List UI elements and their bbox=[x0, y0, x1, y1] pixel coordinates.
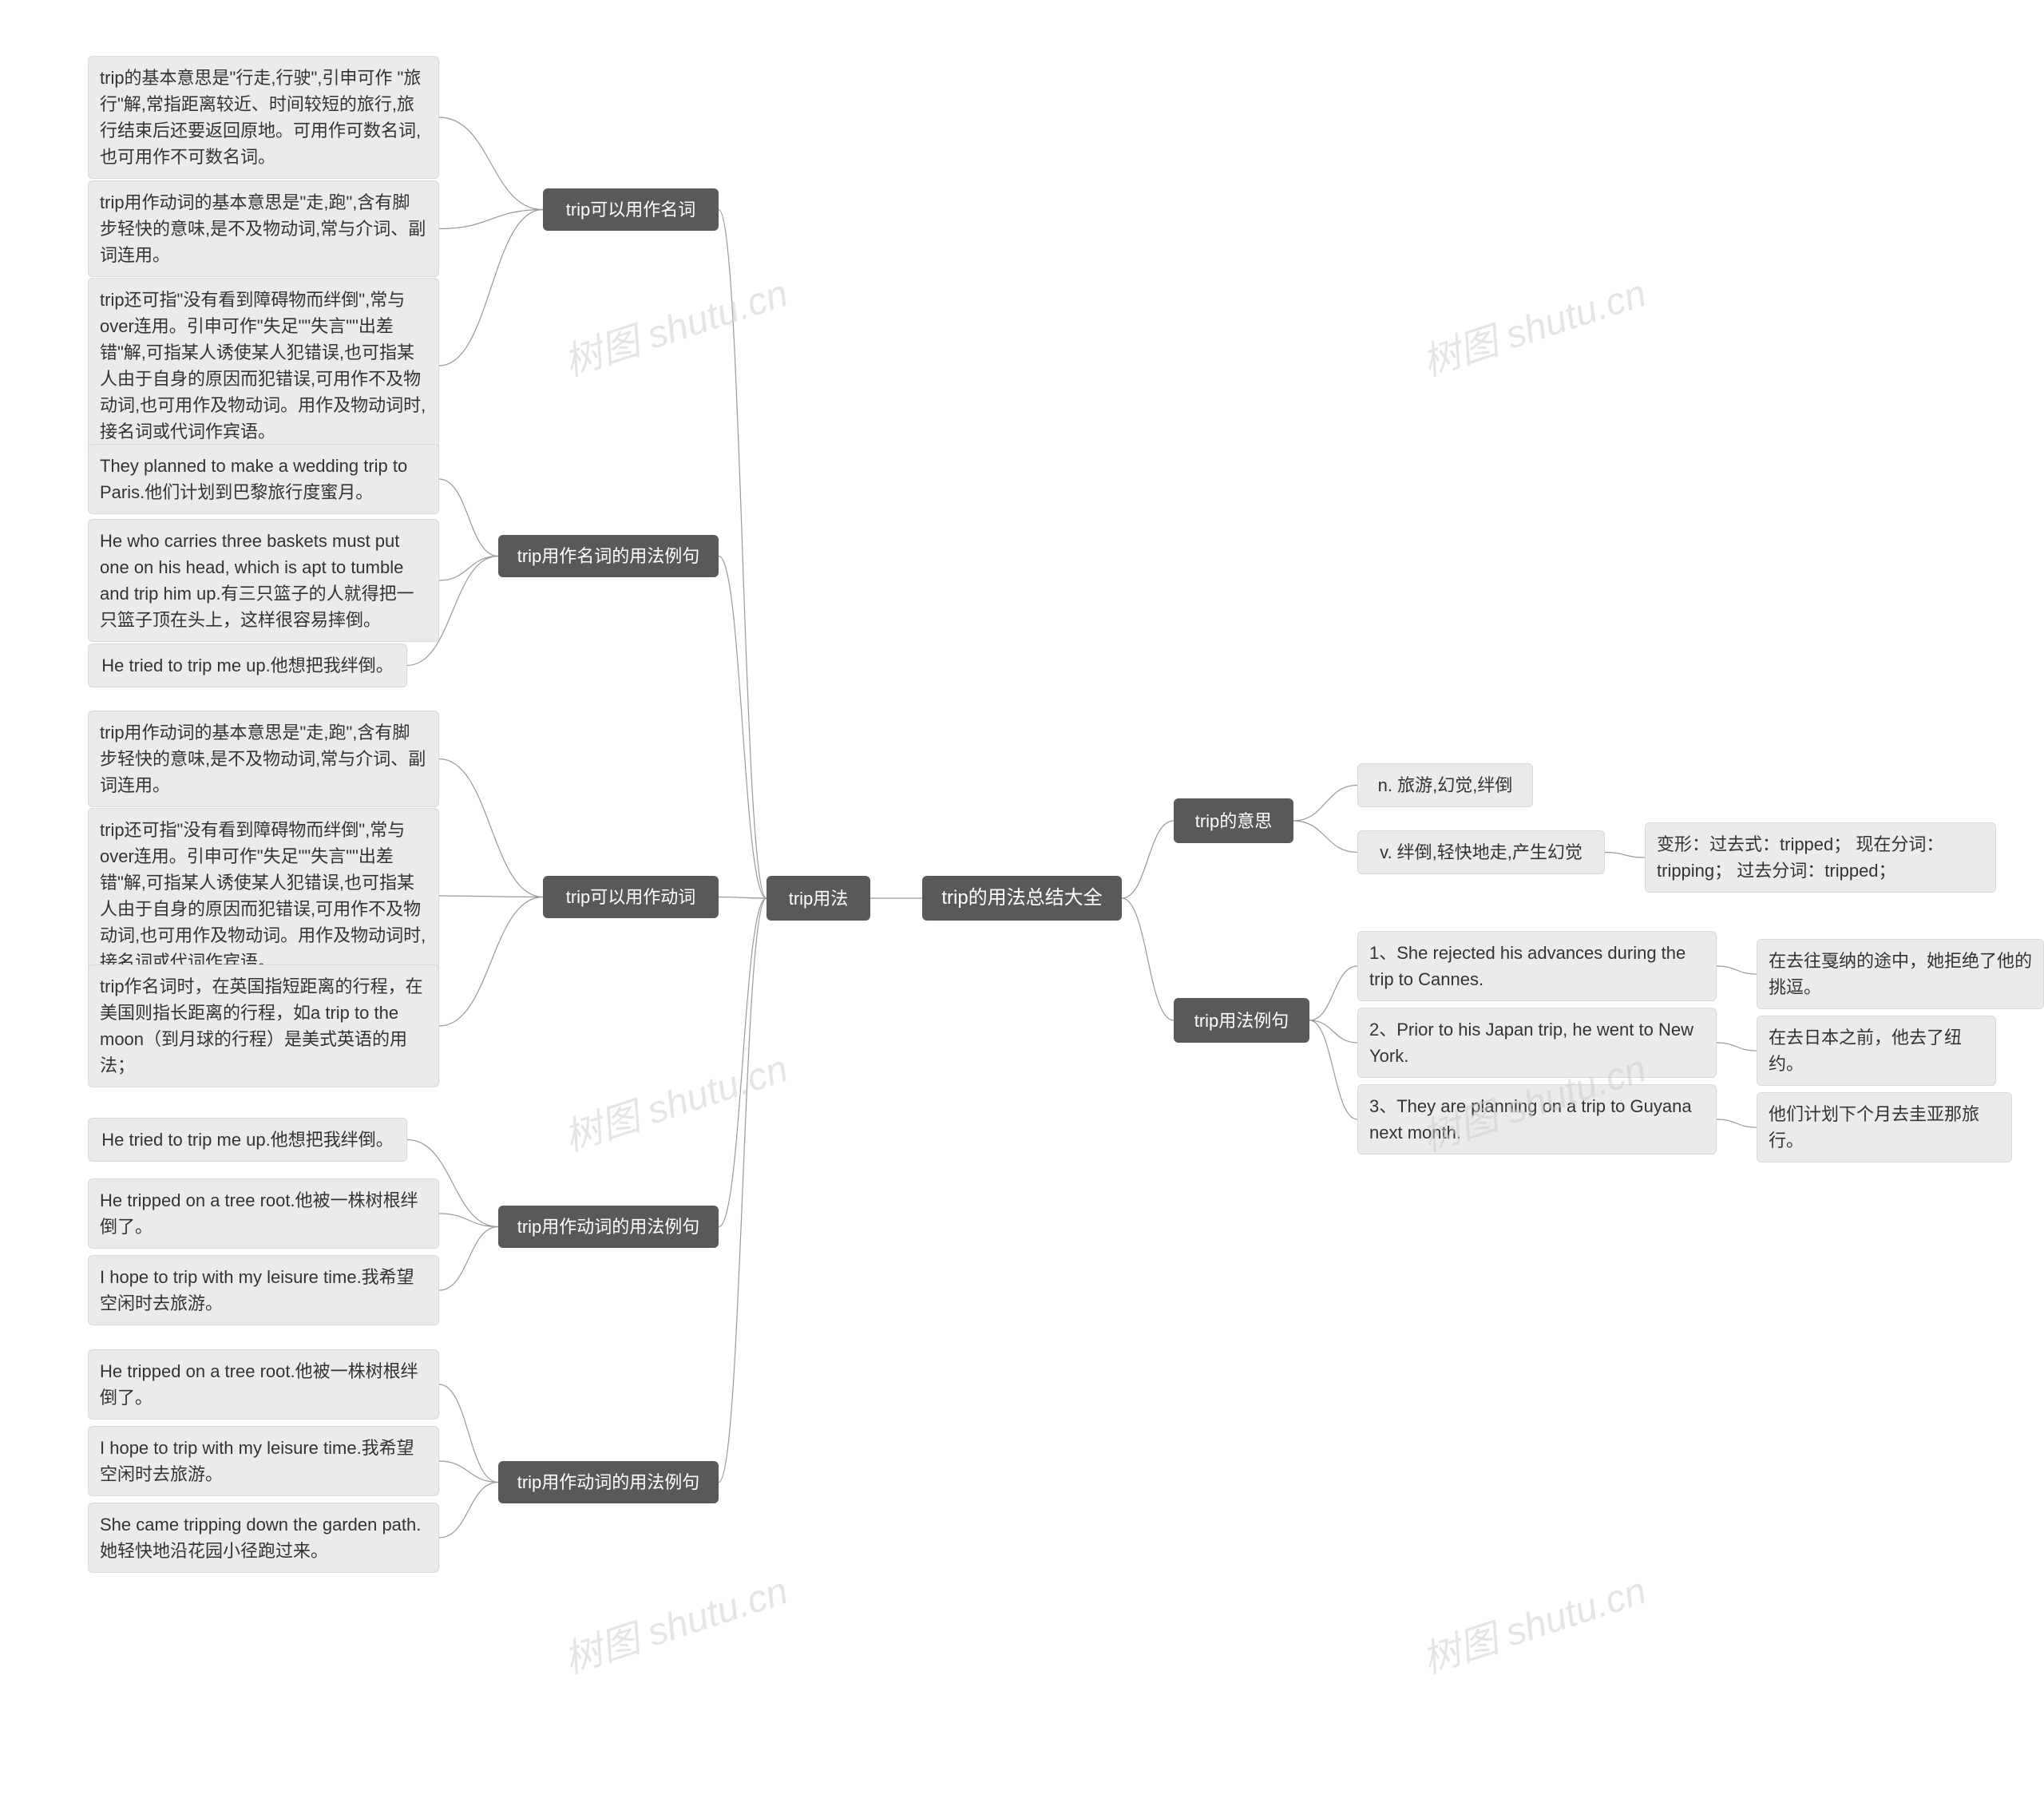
mindmap-node: 变形：过去式：tripped； 现在分词：tripping； 过去分词：trip… bbox=[1645, 822, 1996, 893]
watermark: 树图 shutu.cn bbox=[556, 1559, 794, 1684]
mindmap-node: He tried to trip me up.他想把我绊倒。 bbox=[88, 1118, 407, 1162]
mindmap-node: trip的基本意思是"行走,行驶",引申可作 "旅行"解,常指距离较近、时间较短… bbox=[88, 56, 439, 179]
mindmap-node: trip用法例句 bbox=[1174, 998, 1309, 1043]
mindmap-node: v. 绊倒,轻快地走,产生幻觉 bbox=[1357, 830, 1605, 874]
mindmap-node: 1、She rejected his advances during the t… bbox=[1357, 931, 1717, 1001]
mindmap-node: I hope to trip with my leisure time.我希望空… bbox=[88, 1426, 439, 1496]
mindmap-node: I hope to trip with my leisure time.我希望空… bbox=[88, 1255, 439, 1325]
mindmap-node: trip的意思 bbox=[1174, 798, 1293, 843]
mindmap-node: trip用作动词的基本意思是"走,跑",含有脚步轻快的意味,是不及物动词,常与介… bbox=[88, 711, 439, 807]
mindmap-canvas: trip的用法总结大全 trip的意思 n. 旅游,幻觉,绊倒 v. 绊倒,轻快地走,… bbox=[0, 0, 2044, 1802]
mindmap-node: He tried to trip me up.他想把我绊倒。 bbox=[88, 644, 407, 687]
watermark: 树图 shutu.cn bbox=[1414, 262, 1652, 386]
mindmap-node: trip用作名词的用法例句 bbox=[498, 535, 719, 577]
mindmap-node: 在去往戛纳的途中，她拒绝了他的挑逗。 bbox=[1757, 939, 2044, 1009]
mindmap-node: trip还可指"没有看到障碍物而绊倒",常与over连用。引申可作"失足""失言… bbox=[88, 278, 439, 453]
mindmap-node: 在去日本之前，他去了纽约。 bbox=[1757, 1016, 1996, 1086]
watermark: 树图 shutu.cn bbox=[1414, 1559, 1652, 1684]
mindmap-node: trip用法 bbox=[766, 876, 870, 921]
mindmap-node: trip用作动词的用法例句 bbox=[498, 1206, 719, 1248]
mindmap-node: trip可以用作名词 bbox=[543, 188, 719, 231]
mindmap-node: He tripped on a tree root.他被一株树根绊倒了。 bbox=[88, 1178, 439, 1249]
mindmap-node: He who carries three baskets must put on… bbox=[88, 519, 439, 642]
mindmap-node: trip用作动词的基本意思是"走,跑",含有脚步轻快的意味,是不及物动词,常与介… bbox=[88, 180, 439, 277]
mindmap-node: trip用作动词的用法例句 bbox=[498, 1461, 719, 1503]
mindmap-node: 他们计划下个月去圭亚那旅行。 bbox=[1757, 1092, 2012, 1162]
mindmap-node: He tripped on a tree root.他被一株树根绊倒了。 bbox=[88, 1349, 439, 1420]
watermark: 树图 shutu.cn bbox=[556, 262, 794, 386]
watermark: 树图 shutu.cn bbox=[556, 1037, 794, 1162]
mindmap-node: trip还可指"没有看到障碍物而绊倒",常与over连用。引申可作"失足""失言… bbox=[88, 808, 439, 984]
mindmap-node: trip的用法总结大全 bbox=[922, 876, 1122, 921]
mindmap-node: trip作名词时，在英国指短距离的行程，在美国则指长距离的行程，如a trip … bbox=[88, 964, 439, 1087]
mindmap-node: trip可以用作动词 bbox=[543, 876, 719, 918]
mindmap-node: 2、Prior to his Japan trip, he went to Ne… bbox=[1357, 1008, 1717, 1078]
mindmap-node: n. 旅游,幻觉,绊倒 bbox=[1357, 763, 1533, 807]
mindmap-node: She came tripping down the garden path.她… bbox=[88, 1503, 439, 1573]
mindmap-node: They planned to make a wedding trip to P… bbox=[88, 444, 439, 514]
mindmap-node: 3、They are planning on a trip to Guyana … bbox=[1357, 1084, 1717, 1154]
